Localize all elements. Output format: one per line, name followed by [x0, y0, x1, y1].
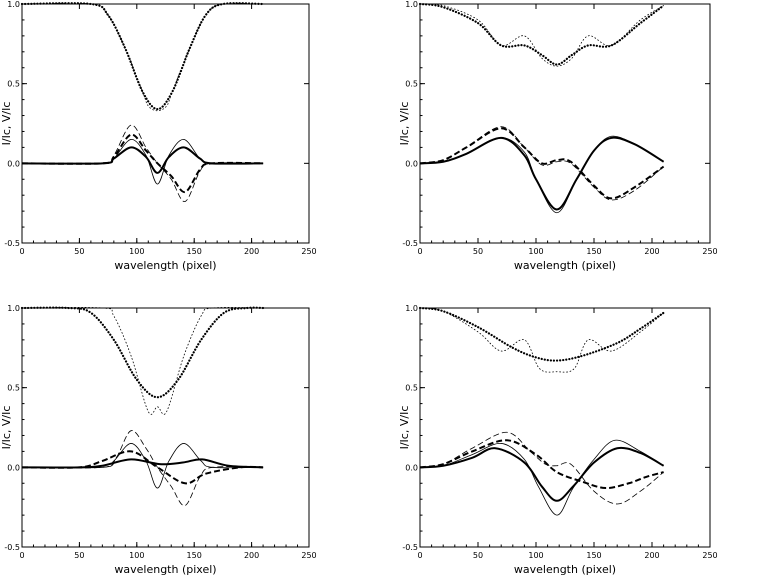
y-tick-label: -0.5 [4, 543, 20, 552]
y-tick-label: 0.0 [405, 159, 418, 168]
x-tick-label: 250 [301, 551, 316, 560]
x-tick-label: 250 [301, 247, 316, 256]
y-tick-label: 0.5 [7, 80, 20, 89]
y-tick-label: 0.5 [7, 384, 20, 393]
x-tick-label: 250 [702, 247, 717, 256]
x-tick-label: 50 [74, 551, 84, 560]
y-tick-label: 1.0 [7, 304, 20, 313]
x-axis-title: wavelength (pixel) [114, 259, 216, 272]
series-line-dotted-thick [20, 306, 265, 399]
y-tick-label: 0.5 [405, 384, 418, 393]
y-tick-label: 1.0 [405, 304, 418, 313]
series-line-solid-thin [21, 443, 264, 489]
x-tick-label: 50 [473, 247, 483, 256]
plot-frame [21, 3, 310, 244]
x-axis-title: wavelength (pixel) [514, 563, 616, 576]
x-tick-label: 200 [644, 551, 659, 560]
x-tick-label: 100 [129, 247, 144, 256]
x-tick-label: 0 [19, 247, 24, 256]
y-tick-label: 0.0 [7, 159, 20, 168]
series-line-dotted-thin [419, 307, 664, 373]
x-tick-label: 200 [644, 247, 659, 256]
series-line-dotted-thin [21, 307, 264, 415]
y-axis-title: I/Ic, V/Ic [398, 406, 411, 450]
x-tick-label: 150 [586, 247, 601, 256]
x-tick-label: 150 [586, 551, 601, 560]
series-line-dotted-thick [418, 306, 665, 362]
y-tick-label: 0.5 [405, 80, 418, 89]
x-tick-label: 200 [244, 247, 259, 256]
x-tick-label: 100 [129, 551, 144, 560]
x-tick-label: 250 [702, 551, 717, 560]
x-tick-label: 100 [528, 551, 543, 560]
series-line-dashed-thick [21, 450, 264, 485]
x-tick-label: 50 [74, 247, 84, 256]
series-line-solid-thin [419, 135, 664, 214]
series-line-dotted-thin [21, 2, 264, 112]
x-axis-title: wavelength (pixel) [514, 259, 616, 272]
y-tick-label: 0.0 [405, 463, 418, 472]
series-line-solid-thick [419, 136, 665, 211]
series-line-dotted-thick [20, 2, 265, 111]
series-line-solid-thick [419, 446, 665, 502]
y-tick-label: -0.5 [4, 239, 20, 248]
x-tick-label: 150 [187, 551, 202, 560]
series-line-dashed-thin [21, 430, 264, 506]
y-tick-label: -0.5 [402, 543, 418, 552]
series-line-dashed-thick [419, 127, 665, 200]
series-line-dashed-thick [21, 133, 264, 194]
y-tick-label: 0.0 [7, 463, 20, 472]
y-axis-title: I/Ic, V/Ic [0, 406, 13, 450]
series-line-dashed-thick [419, 439, 664, 490]
series-line-dashed-thin [419, 431, 664, 505]
series-line-dotted-thick [418, 2, 665, 66]
plot-frame [419, 3, 711, 244]
x-tick-label: 150 [187, 247, 202, 256]
x-axis-title: wavelength (pixel) [114, 563, 216, 576]
chart-panel-bottom-right: 0 50 100 150 200 250 -0.5 0.0 0.5 1.0 wavelength (… [398, 304, 718, 576]
y-tick-label: -0.5 [402, 239, 418, 248]
y-axis-title: I/Ic, V/Ic [398, 102, 411, 146]
chart-panel-top-right: 0 50 100 150 200 250 -0.5 0.0 0.5 1.0 wavelength (… [398, 0, 718, 272]
series-line-solid-thick [21, 146, 264, 174]
y-tick-label: 1.0 [405, 0, 418, 9]
x-tick-label: 100 [528, 247, 543, 256]
series-line-dotted-thin [419, 3, 664, 67]
plot-frame [21, 307, 310, 548]
x-tick-label: 200 [244, 551, 259, 560]
plot-frame [419, 307, 711, 548]
series-line-solid-thick [21, 458, 264, 469]
x-tick-label: 50 [473, 551, 483, 560]
x-tick-label: 0 [19, 551, 24, 560]
chart-panel-top-left: 0 50 100 150 200 250 -0.5 0.0 0.5 1.0 wavelength (… [0, 0, 317, 272]
series-line-solid-thin [419, 439, 664, 516]
y-tick-label: 1.0 [7, 0, 20, 9]
x-tick-label: 0 [417, 551, 422, 560]
chart-panel-bottom-left: 0 50 100 150 200 250 -0.5 0.0 0.5 1.0 wavelength (… [0, 304, 317, 576]
y-axis-title: I/Ic, V/Ic [0, 102, 13, 146]
x-tick-label: 0 [417, 247, 422, 256]
